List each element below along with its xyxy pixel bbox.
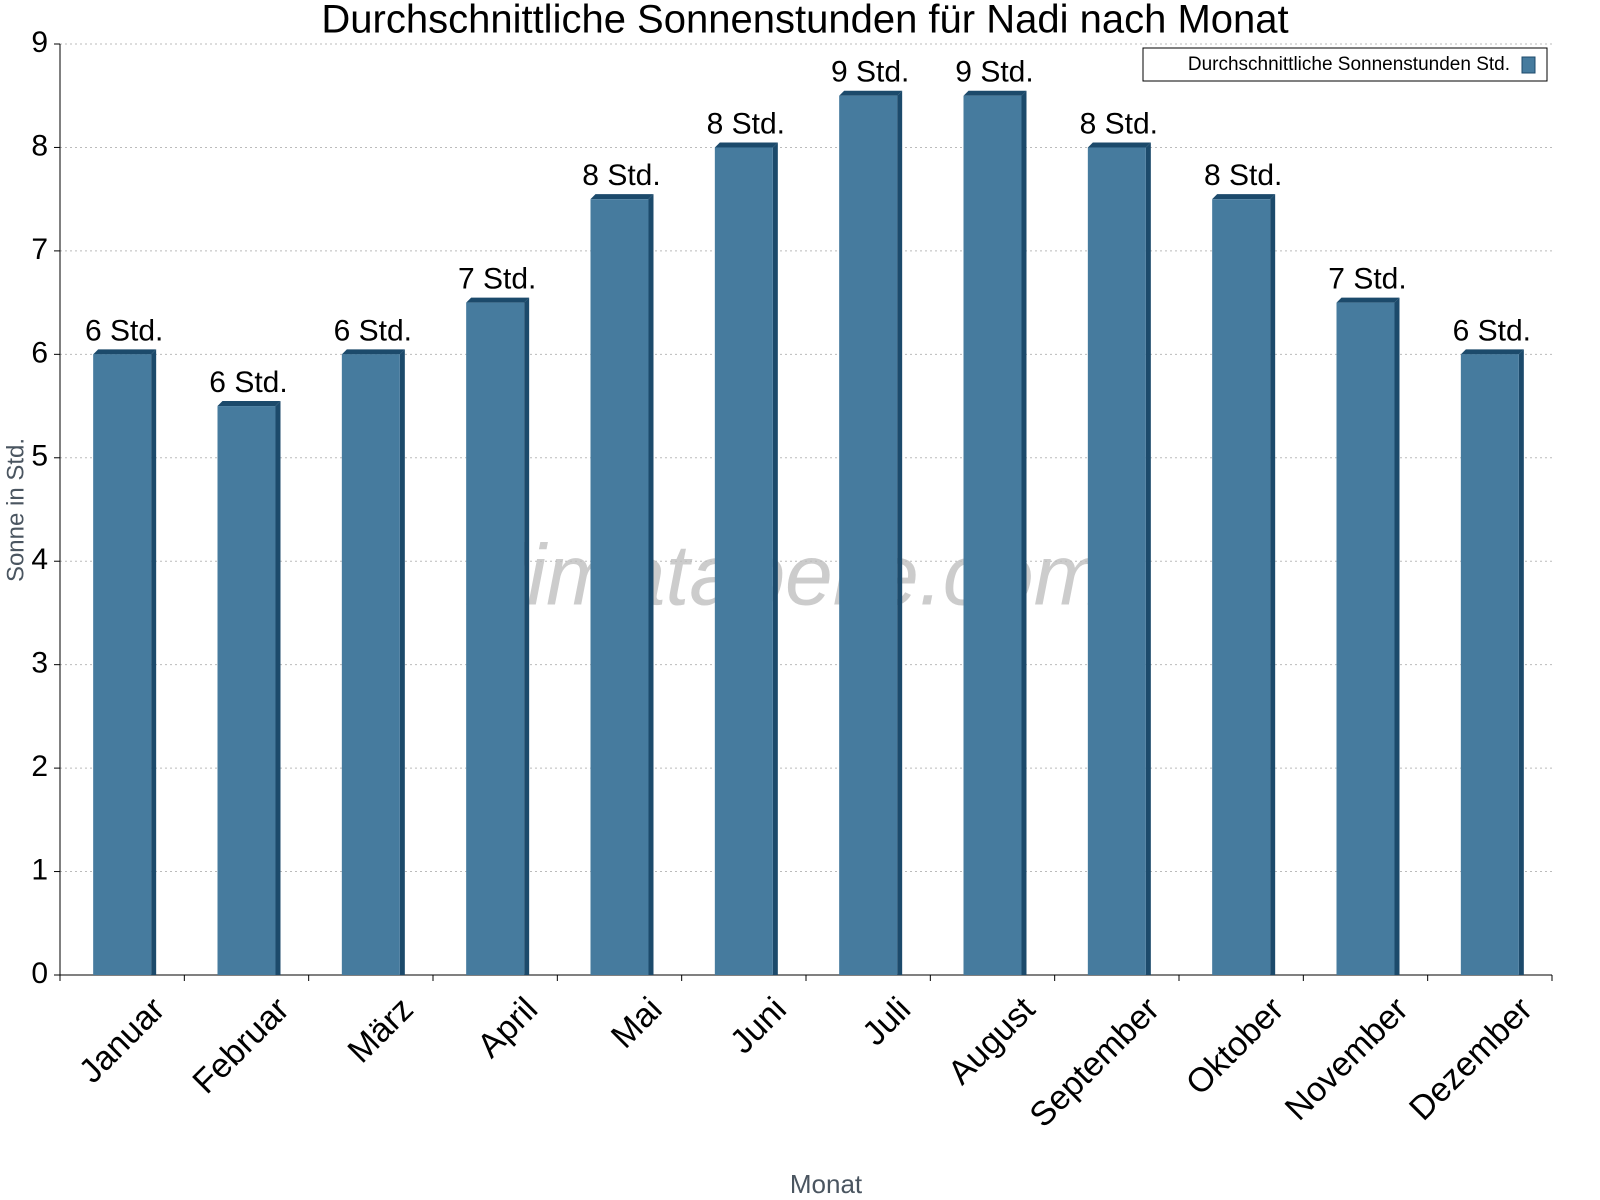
y-tick-label: 1 bbox=[31, 853, 48, 886]
bar-group bbox=[714, 142, 778, 975]
bar bbox=[1460, 354, 1519, 975]
x-tick-label: August bbox=[941, 990, 1043, 1092]
bar bbox=[1212, 199, 1271, 975]
bar-side bbox=[772, 142, 778, 975]
legend-box bbox=[1142, 47, 1548, 82]
x-tick-label: März bbox=[341, 990, 421, 1070]
bar bbox=[1336, 302, 1395, 976]
data-label: 8 Std. bbox=[1204, 159, 1282, 192]
x-tick-label: September bbox=[1022, 990, 1166, 1134]
bar-side bbox=[1394, 297, 1400, 976]
bar-group bbox=[1212, 194, 1276, 975]
bar bbox=[963, 95, 1022, 975]
bar-side bbox=[275, 401, 281, 975]
y-tick-label: 3 bbox=[31, 647, 48, 680]
x-tick-label: April bbox=[470, 990, 545, 1065]
x-tick-label: Juli bbox=[855, 990, 918, 1053]
bar-top bbox=[590, 194, 654, 200]
bar-top bbox=[839, 90, 903, 96]
x-tick-label: Oktober bbox=[1179, 990, 1291, 1102]
data-label: 6 Std. bbox=[85, 314, 163, 347]
data-label: 9 Std. bbox=[831, 56, 909, 89]
data-label: 8 Std. bbox=[707, 107, 785, 140]
bar-side bbox=[1145, 142, 1151, 975]
bar-group bbox=[590, 194, 654, 975]
bar-side bbox=[1270, 194, 1276, 975]
x-tick-label: Juni bbox=[723, 990, 794, 1061]
data-label: 8 Std. bbox=[1080, 107, 1158, 140]
x-tick-label: Januar bbox=[72, 990, 172, 1090]
y-tick-label: 6 bbox=[31, 336, 48, 369]
chart-title: Durchschnittliche Sonnenstunden für Nadi… bbox=[321, 0, 1288, 42]
bar bbox=[217, 406, 276, 975]
bar-top bbox=[1087, 142, 1151, 148]
bar bbox=[93, 354, 152, 975]
data-label: 8 Std. bbox=[582, 159, 660, 192]
bar-top bbox=[1336, 297, 1400, 303]
bar-side bbox=[1518, 349, 1524, 975]
bar-group bbox=[341, 349, 405, 975]
bar-side bbox=[524, 297, 530, 976]
bar bbox=[466, 302, 525, 976]
y-tick-label: 4 bbox=[31, 543, 48, 576]
bar-group bbox=[1460, 349, 1524, 975]
y-tick-label: 7 bbox=[31, 233, 48, 266]
y-tick-label: 8 bbox=[31, 129, 48, 162]
x-tick-label: November bbox=[1278, 990, 1416, 1128]
bar-group bbox=[839, 90, 903, 975]
bar-group bbox=[93, 349, 157, 975]
data-label: 7 Std. bbox=[458, 263, 536, 296]
bar bbox=[341, 354, 400, 975]
bar-top bbox=[466, 297, 530, 303]
y-tick-label: 0 bbox=[31, 957, 48, 990]
legend-swatch bbox=[1521, 56, 1536, 74]
bar-top bbox=[1460, 349, 1524, 355]
data-label: 6 Std. bbox=[334, 314, 412, 347]
bar bbox=[839, 95, 898, 975]
bar-top bbox=[714, 142, 778, 148]
bar bbox=[1087, 147, 1146, 975]
bar-group bbox=[963, 90, 1027, 975]
data-label: 6 Std. bbox=[209, 366, 287, 399]
data-label: 6 Std. bbox=[1453, 314, 1531, 347]
legend: Durchschnittliche Sonnenstunden Std. bbox=[1142, 47, 1548, 82]
bar-side bbox=[1021, 90, 1027, 975]
bar-group bbox=[1336, 297, 1400, 976]
bar-side bbox=[399, 349, 405, 975]
bar-group bbox=[466, 297, 530, 976]
data-label: 7 Std. bbox=[1328, 263, 1406, 296]
bar bbox=[714, 147, 773, 975]
x-tick-label: Mai bbox=[604, 990, 670, 1056]
bar-top bbox=[217, 401, 281, 407]
bar-top bbox=[1212, 194, 1276, 200]
bar-top bbox=[93, 349, 157, 355]
y-tick-label: 2 bbox=[31, 750, 48, 783]
bar-group bbox=[1087, 142, 1151, 975]
y-tick-label: 9 bbox=[31, 26, 48, 59]
bar bbox=[590, 199, 649, 975]
y-tick-label: 5 bbox=[31, 440, 48, 473]
bar-top bbox=[963, 90, 1027, 96]
bar-top bbox=[341, 349, 405, 355]
legend-label: Durchschnittliche Sonnenstunden Std. bbox=[1188, 54, 1510, 75]
y-axis-title: Sonne in Std. bbox=[2, 438, 29, 582]
x-axis-title: Monat bbox=[790, 1169, 863, 1199]
bar-side bbox=[648, 194, 654, 975]
data-label: 9 Std. bbox=[955, 56, 1033, 89]
x-tick-label: Februar bbox=[185, 990, 296, 1101]
bar-group bbox=[217, 401, 281, 975]
bar-side bbox=[151, 349, 157, 975]
bar-side bbox=[897, 90, 903, 975]
x-tick-label: Dezember bbox=[1402, 990, 1540, 1128]
